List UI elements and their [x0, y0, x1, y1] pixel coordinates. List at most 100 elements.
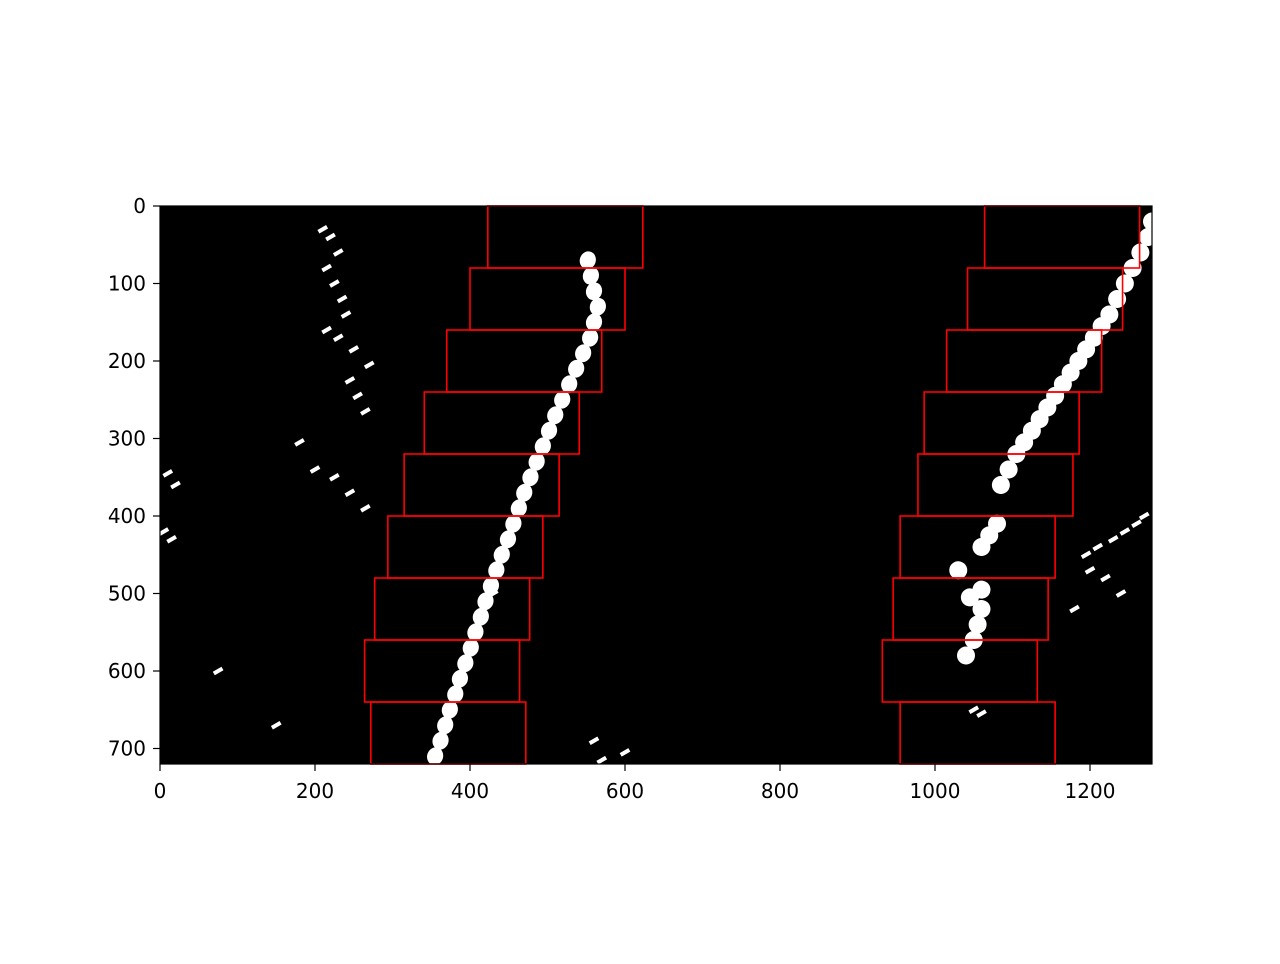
plot-area [160, 206, 1152, 764]
right-lane-pixel [972, 580, 991, 599]
right-lane-pixel [1108, 290, 1127, 308]
y-tick-label: 400 [108, 504, 146, 528]
right-lane-pixel [949, 561, 968, 580]
noise-pixel [325, 232, 336, 242]
right-lane-pixel [991, 476, 1010, 494]
right-lane-pixel [957, 646, 975, 665]
noise-pixel [344, 488, 356, 497]
noise-pixel [1107, 535, 1119, 544]
left-lane-pixel [516, 483, 533, 502]
left-lane-pixel [540, 421, 558, 440]
noise-pixel [363, 360, 375, 370]
y-tick-label: 600 [108, 659, 146, 683]
noise-pixel [1100, 573, 1111, 583]
left-lane-pixel [579, 251, 596, 270]
right-lane-pixel [1139, 228, 1158, 246]
y-tick-label: 0 [133, 194, 146, 218]
noise-pixel [170, 480, 181, 490]
left-lane-pixel [534, 437, 551, 456]
y-tick-label: 200 [108, 349, 146, 373]
right-lane-pixel [1115, 274, 1134, 293]
plot-background [160, 206, 1152, 764]
left-lane-pixel [582, 266, 600, 285]
left-lane-pixel [547, 406, 564, 425]
noise-pixel [332, 333, 344, 342]
noise-pixel [344, 376, 356, 385]
left-lane-pixel [441, 700, 458, 719]
noise-pixel [340, 310, 352, 319]
noise-pixel [1080, 550, 1092, 559]
left-lane-pixel [493, 545, 510, 564]
axes-border [159, 205, 1153, 765]
noise-pixel [1115, 589, 1127, 598]
left-lane-pixel [568, 359, 585, 378]
noise-pixel [1092, 542, 1104, 552]
noise-pixel [588, 736, 600, 745]
noise-pixel [968, 705, 980, 714]
left-lane-pixel [561, 375, 578, 394]
left-lane-pixel [427, 747, 444, 766]
right-lane-pixel [1100, 305, 1119, 324]
x-axis: 0 200 400 600 800 1000 1200 [154, 764, 1116, 803]
noise-pixel [317, 225, 329, 234]
noise-pixel [352, 391, 363, 401]
x-tick-label: 200 [296, 779, 334, 803]
y-tick-label: 700 [108, 737, 146, 761]
noise-pixel [596, 755, 608, 765]
noise-pixel [1069, 604, 1080, 614]
left-lane-pixel [437, 716, 454, 735]
noise-pixel [329, 279, 340, 288]
noise-pixel [158, 527, 170, 536]
left-lane-pixel [457, 654, 474, 673]
x-tick-label: 800 [761, 779, 799, 803]
left-lane-pixel [451, 669, 469, 688]
right-lane-pixel [968, 615, 987, 634]
noise-pixel [294, 438, 305, 447]
x-tick-label: 1000 [910, 779, 961, 803]
noise-pixel [321, 263, 332, 273]
noise-pixel [332, 248, 344, 257]
y-tick-label: 300 [108, 427, 146, 451]
left-lane-pixel [488, 561, 505, 580]
left-lane-pixel [575, 344, 592, 363]
noise-pixel [619, 748, 631, 757]
left-lane-pixel [522, 468, 539, 487]
left-lane-pixel [589, 297, 606, 316]
left-lane-pixel [528, 452, 545, 471]
left-lane-pixel [505, 514, 522, 533]
y-tick-label: 500 [108, 582, 146, 606]
x-tick-label: 400 [451, 779, 489, 803]
left-lane-pixel [585, 282, 603, 301]
x-tick-label: 1200 [1065, 779, 1116, 803]
noise-pixel [336, 294, 348, 304]
left-lane-pixel [467, 623, 484, 642]
left-lane-pixel [462, 638, 479, 657]
left-lane-pixel [499, 530, 517, 549]
left-lane-pixel [585, 313, 603, 332]
right-lane-pixel [972, 600, 991, 618]
right-lane-pixel [999, 460, 1018, 479]
noise-pixel [360, 407, 371, 416]
noise-pixel [162, 469, 174, 478]
noise-pixel [1131, 519, 1142, 528]
noise-pixel [212, 666, 224, 676]
noise-pixel [487, 589, 499, 598]
y-axis: 0 100 200 300 400 500 600 700 [108, 194, 160, 761]
left-lane-pixel [472, 607, 489, 626]
noise-pixel [1138, 511, 1150, 521]
left-lane-pixel [582, 328, 599, 347]
noise-pixel [1119, 527, 1131, 536]
left-lane-pixel [432, 731, 449, 750]
noise-pixel [1084, 566, 1096, 575]
x-tick-label: 600 [606, 779, 644, 803]
noise-pixel [270, 721, 282, 730]
noise-pixel [166, 535, 177, 544]
left-lane-pixel [510, 499, 527, 518]
left-lane-pixel [554, 390, 571, 409]
y-tick-label: 100 [108, 272, 146, 296]
sliding-windows-layer [363, 205, 1141, 765]
axes-frame [159, 205, 1153, 765]
noise-pixel [360, 504, 371, 513]
x-tick-label: 0 [154, 779, 167, 803]
